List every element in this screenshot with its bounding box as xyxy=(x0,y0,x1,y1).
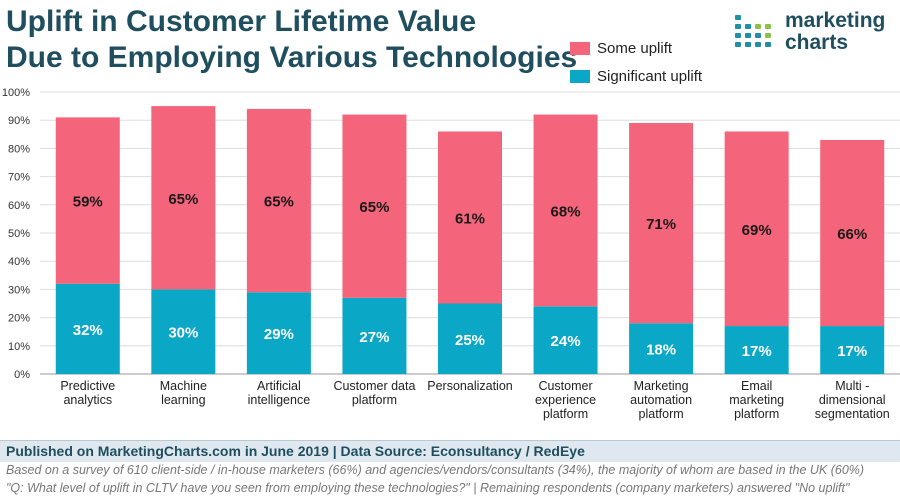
x-tick-label-line: platform xyxy=(639,407,684,421)
data-label-some-uplift: 61% xyxy=(455,210,485,227)
bar-significant-uplift xyxy=(533,306,598,374)
x-tick-label: Machine learning xyxy=(160,379,207,407)
x-tick-label-line: learning xyxy=(161,393,206,407)
bar-significant-uplift xyxy=(55,283,120,374)
bar-significant-uplift xyxy=(629,323,694,374)
bar-some-uplift xyxy=(820,139,885,327)
x-tick-label-line: dimensional xyxy=(819,393,886,407)
data-label-some-uplift: 71% xyxy=(646,216,676,233)
marketingcharts-logo: marketing charts xyxy=(733,10,898,56)
legend-swatch-significant-uplift xyxy=(570,70,590,83)
x-tick-label: Email marketing platform xyxy=(729,379,784,421)
published-source-line: Published on MarketingCharts.com in June… xyxy=(6,443,585,459)
data-label-some-uplift: 65% xyxy=(359,199,389,216)
bar-some-uplift xyxy=(151,106,216,290)
dot-grid-logo-icon xyxy=(735,15,771,47)
x-tick-label-line: Multi - xyxy=(835,379,869,393)
y-tick-label: 0% xyxy=(14,369,30,381)
x-tick-label: Multi -dimensional segmentation xyxy=(815,379,890,421)
x-tick-label-line: platform xyxy=(734,407,779,421)
x-tick-label: Customer experience platform xyxy=(535,379,596,421)
x-tick-label-line: experience xyxy=(535,393,596,407)
x-tick-label: Predictive analytics xyxy=(60,379,115,407)
x-tick-label-line: Customer xyxy=(538,379,592,393)
x-tick-label-line: automation xyxy=(630,393,692,407)
x-tick-label: Customer data platform xyxy=(333,379,415,407)
data-label-significant-uplift: 24% xyxy=(551,333,581,350)
bar-significant-uplift xyxy=(820,326,885,374)
y-tick-label: 80% xyxy=(8,143,30,155)
legend-label-significant-uplift: Significant uplift xyxy=(597,68,703,85)
y-tick-label: 10% xyxy=(8,341,30,353)
x-tick-label-line: platform xyxy=(352,393,397,407)
x-tick-label-line: Customer data xyxy=(333,379,415,393)
data-label-some-uplift: 69% xyxy=(742,222,772,239)
x-tick-label: Personalization xyxy=(427,379,513,393)
y-tick-label: 40% xyxy=(8,256,30,268)
bar-significant-uplift xyxy=(246,292,311,374)
x-tick-label-line: Artificial xyxy=(257,379,301,393)
bar-some-uplift xyxy=(533,114,598,307)
stacked-bar-chart: 0% 10% 20% 30% 40% 50% 60% 70% 80% 90% 100% 32% 59% P… xyxy=(2,87,900,421)
logo-text: marketing charts xyxy=(785,10,885,54)
data-label-significant-uplift: 27% xyxy=(359,329,389,346)
bar-some-uplift xyxy=(629,123,694,324)
x-tick-label-line: Personalization xyxy=(427,379,513,393)
y-tick-label: 20% xyxy=(8,313,30,325)
legend-item-significant-uplift: Significant uplift xyxy=(570,68,702,85)
data-label-some-uplift: 68% xyxy=(551,203,581,220)
legend-swatch-some-uplift xyxy=(570,42,590,55)
bar-significant-uplift xyxy=(724,326,789,374)
x-tick-label-line: analytics xyxy=(63,393,112,407)
data-label-significant-uplift: 17% xyxy=(742,343,772,360)
y-tick-label: 30% xyxy=(8,284,30,296)
y-tick-label: 70% xyxy=(8,172,30,184)
logo-text-line-2: charts xyxy=(785,31,849,54)
legend-label-some-uplift: Some uplift xyxy=(597,40,673,57)
x-tick-label-line: Predictive xyxy=(60,379,115,393)
data-label-significant-uplift: 29% xyxy=(264,326,294,343)
footer-bar: Published on MarketingCharts.com in June… xyxy=(0,440,900,462)
bar-significant-uplift xyxy=(438,303,502,374)
x-tick-label-line: Email xyxy=(741,379,772,393)
legend-item-some-uplift: Some uplift xyxy=(570,40,672,57)
bar-significant-uplift xyxy=(151,289,216,374)
data-label-significant-uplift: 32% xyxy=(73,322,103,339)
chart-title: Uplift in Customer Lifetime Value Due to… xyxy=(6,4,606,76)
data-label-significant-uplift: 25% xyxy=(455,332,485,349)
data-label-significant-uplift: 17% xyxy=(837,343,867,360)
y-tick-label: 60% xyxy=(8,200,30,212)
data-label-some-uplift: 65% xyxy=(264,194,294,211)
data-label-some-uplift: 65% xyxy=(168,191,198,208)
chart-title-line-1: Uplift in Customer Lifetime Value xyxy=(6,5,477,38)
x-tick-label-line: Machine xyxy=(160,379,207,393)
bar-some-uplift xyxy=(438,131,502,304)
bar-some-uplift xyxy=(724,131,789,327)
y-tick-label: 50% xyxy=(8,228,30,240)
y-tick-label: 100% xyxy=(2,87,30,99)
y-tick-label: 90% xyxy=(8,115,30,127)
x-tick-label: Marketing automation platform xyxy=(630,379,692,421)
bar-some-uplift xyxy=(246,108,311,293)
x-tick-label-line: platform xyxy=(543,407,588,421)
bar-some-uplift xyxy=(342,114,407,298)
survey-note: Based on a survey of 610 client-side / i… xyxy=(6,463,865,477)
x-tick-label-line: segmentation xyxy=(815,407,890,421)
x-tick-label: Artificial intelligence xyxy=(248,379,311,407)
x-tick-label-line: marketing xyxy=(729,393,784,407)
chart-title-line-2: Due to Employing Various Technologies xyxy=(6,41,578,74)
data-label-some-uplift: 66% xyxy=(837,226,867,243)
x-tick-label-line: Marketing xyxy=(634,379,689,393)
data-label-significant-uplift: 30% xyxy=(168,325,198,342)
data-label-some-uplift: 59% xyxy=(73,194,103,211)
logo-text-line-1: marketing xyxy=(785,9,886,32)
bar-significant-uplift xyxy=(342,297,407,374)
question-note: "Q: What level of uplift in CLTV have yo… xyxy=(6,481,850,495)
bar-some-uplift xyxy=(55,117,120,284)
x-tick-label-line: intelligence xyxy=(248,393,311,407)
data-label-significant-uplift: 18% xyxy=(646,342,676,359)
